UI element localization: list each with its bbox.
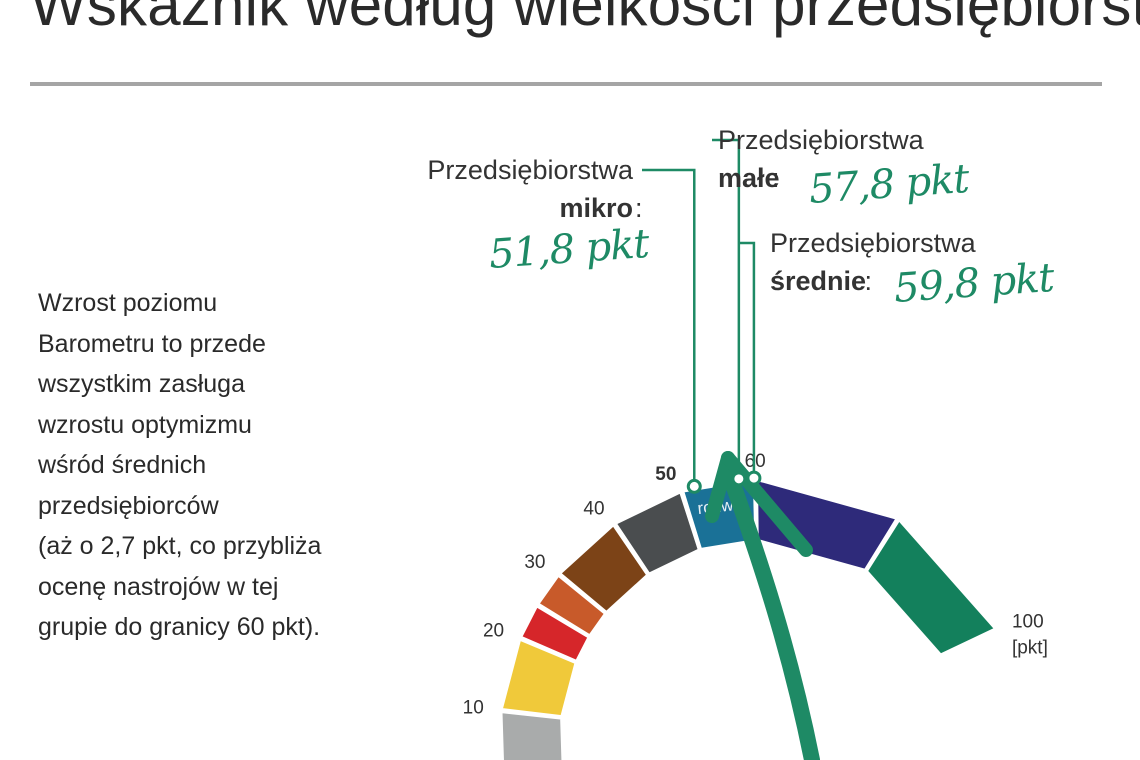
gauge-band-40-50 [614, 491, 700, 575]
series-name-małe: małe [718, 163, 780, 193]
value-marker-średnie [746, 470, 762, 486]
description-line: Barometru to przede [38, 329, 266, 358]
gauge-band-30-40 [558, 523, 649, 614]
value-marker-małe [731, 471, 747, 487]
value-label-średnie: 59,8 pkt [892, 255, 1056, 312]
category-label: Przedsiębiorstwa [718, 125, 925, 155]
gauge-ticks: 0102030405060100[pkt] [463, 451, 1048, 719]
tick-label-50: 50 [655, 464, 676, 485]
tick-label-40: 40 [583, 499, 604, 520]
tick-label-30: 30 [524, 552, 545, 573]
tick-label-20: 20 [483, 620, 504, 641]
tick-label-10: 10 [463, 698, 484, 719]
tick-label-100: 100 [1012, 612, 1044, 633]
page-title: Wskaźnik według wielkości przedsiębiorst… [30, 0, 1140, 38]
description-line: wzrostu optymizmu [38, 410, 252, 439]
leader-line-mikro [642, 168, 696, 481]
series-name-średnie: średnie [770, 266, 866, 296]
description-line: wszystkim zasługa [38, 370, 245, 398]
description-line: (aż o 2,7 pkt, co przybliża [38, 532, 322, 560]
category-label: Przedsiębiorstwa [427, 155, 634, 185]
series-name-mikro: mikro [559, 193, 633, 223]
description-line: wśród średnich [38, 451, 207, 479]
value-label-mikro: 51,8 pkt [487, 221, 651, 278]
leader-line-średnie [740, 241, 756, 473]
description-line: ocenę nastrojów w tej [38, 572, 279, 601]
description-line: przedsiębiorców [38, 491, 219, 520]
gauge-band-25-30 [537, 574, 607, 637]
description-line: Wzrost poziomu [38, 289, 218, 317]
gauge-band-10-20 [500, 638, 577, 718]
leader-line-małe [712, 138, 741, 473]
unit-label: [pkt] [1012, 638, 1048, 659]
arrow-shaft [722, 468, 820, 760]
gauge-band-60-80 [756, 478, 898, 571]
description-text: Wzrost poziomu Barometru to przede wszys… [38, 283, 398, 648]
series-name-colon: : [635, 193, 643, 223]
title-divider [30, 82, 1102, 86]
value-marker-mikro [686, 478, 702, 494]
category-label: Przedsiębiorstwa [770, 228, 977, 258]
value-label-małe: 57,8 pkt [807, 156, 971, 213]
gauge-band-80-100 [865, 518, 997, 656]
series-name-colon: : [865, 266, 873, 296]
series-name-colon: : [772, 163, 780, 193]
arrow-head-left [705, 451, 735, 523]
description-line: grupie do granicy 60 pkt). [38, 613, 321, 641]
gauge-band-0-10 [500, 711, 564, 760]
gauge-band-20-25 [519, 605, 590, 663]
